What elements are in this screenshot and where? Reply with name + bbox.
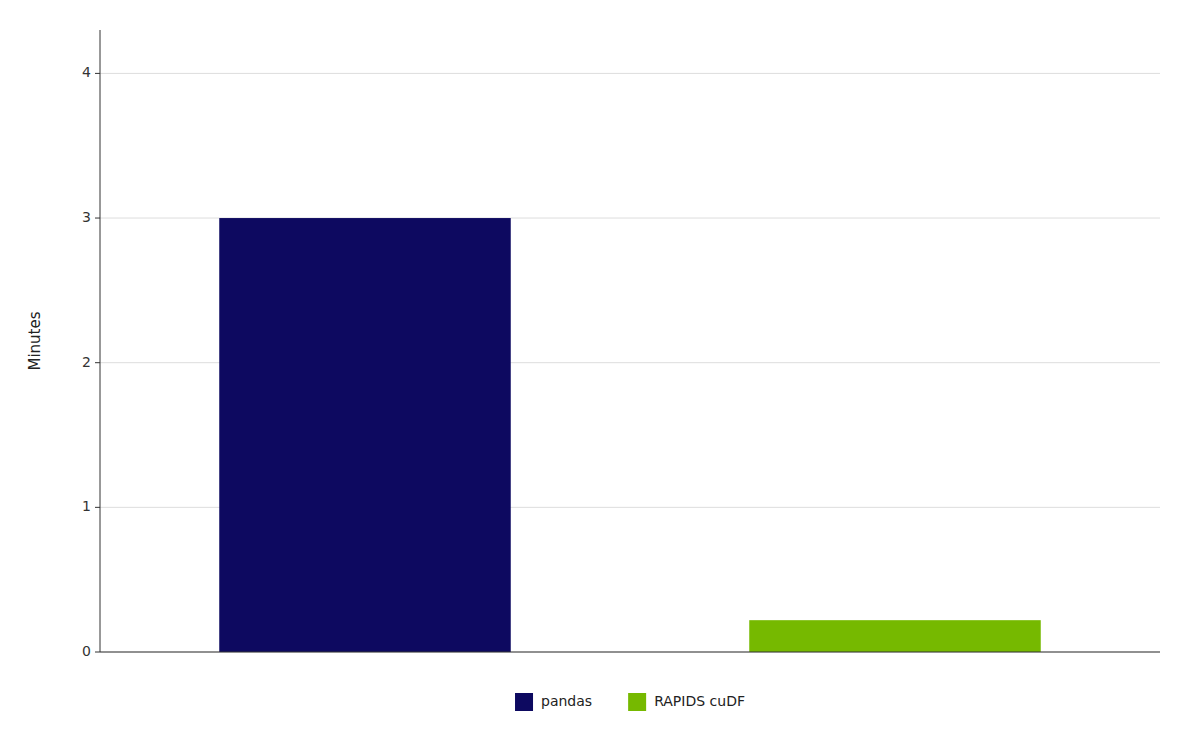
y-tick-label: 2: [82, 354, 91, 370]
legend-item: RAPIDS cuDF: [628, 693, 745, 711]
y-tick-label: 3: [82, 209, 91, 225]
bars: [219, 218, 1041, 652]
legend-swatch: [515, 693, 533, 711]
grid-line: [100, 73, 1160, 74]
y-tick: [95, 73, 100, 74]
y-tick: [95, 507, 100, 508]
y-axis-label: Minutes: [26, 311, 44, 370]
legend-swatch: [628, 693, 646, 711]
y-axis-line: [100, 30, 101, 652]
y-tick-label: 0: [82, 643, 91, 659]
bar: [219, 218, 511, 652]
y-tick: [95, 652, 100, 653]
y-tick: [95, 218, 100, 219]
x-axis-line: [100, 652, 1160, 653]
y-tick-label: 4: [82, 64, 91, 80]
grid: [100, 73, 1160, 652]
chart: 0 1 2 3 4 Minutes pandas RAPIDS cuDF: [0, 0, 1200, 742]
axes: 0 1 2 3 4: [82, 30, 1160, 659]
bar: [749, 620, 1041, 652]
legend: pandas RAPIDS cuDF: [515, 693, 745, 711]
grid-line: [100, 652, 1160, 653]
y-tick: [95, 362, 100, 363]
legend-label: pandas: [541, 693, 592, 709]
legend-label: RAPIDS cuDF: [654, 693, 745, 709]
legend-item: pandas: [515, 693, 592, 711]
y-tick-label: 1: [82, 498, 91, 514]
